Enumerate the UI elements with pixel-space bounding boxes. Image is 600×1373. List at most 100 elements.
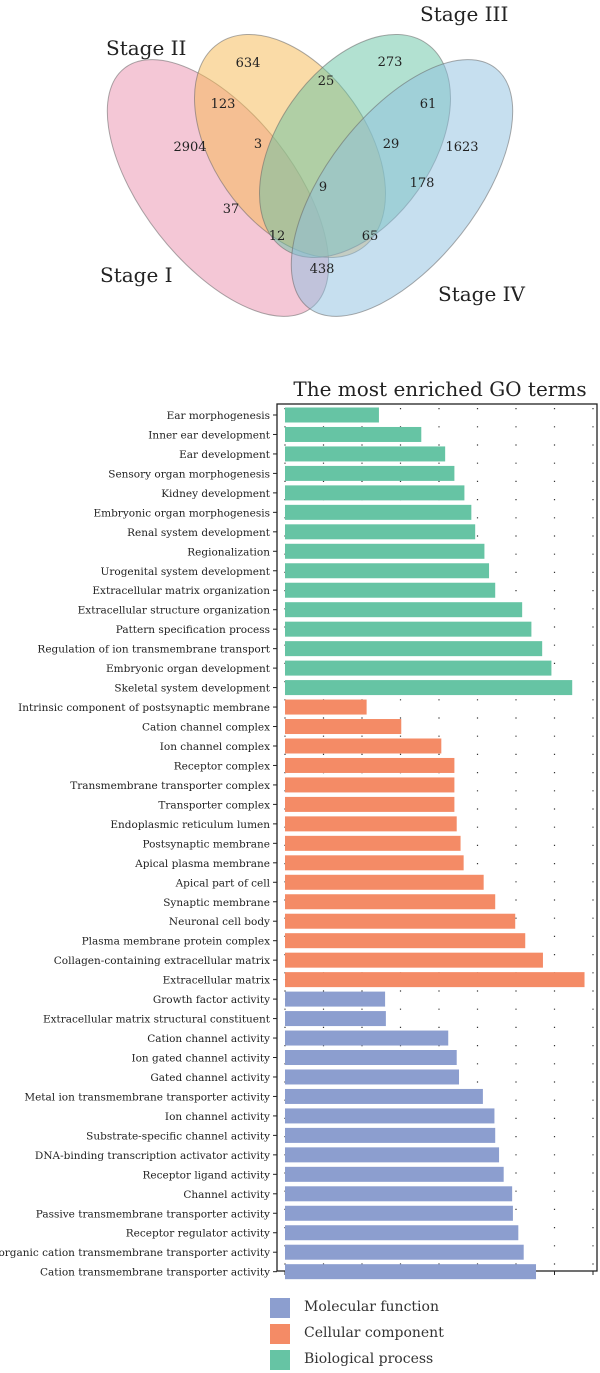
bar bbox=[285, 913, 516, 929]
legend-swatch-biological-process bbox=[270, 1350, 290, 1370]
venn-region-count: 178 bbox=[410, 176, 435, 191]
bar-term-label: Ion channel complex bbox=[160, 741, 270, 753]
venn-region-count: 3 bbox=[254, 137, 262, 152]
venn-region-count: 37 bbox=[223, 202, 240, 217]
venn-region-count: 123 bbox=[211, 97, 236, 112]
venn-region-count: 65 bbox=[362, 229, 379, 244]
bar-term-label: Collagen-containing extracellular matrix bbox=[54, 955, 270, 967]
bar-term-label: Endoplasmic reticulum lumen bbox=[110, 819, 270, 831]
bar bbox=[285, 835, 461, 851]
venn-region-count: 9 bbox=[319, 180, 327, 195]
bar bbox=[285, 641, 543, 657]
bar bbox=[285, 504, 472, 520]
bar-term-label: Neuronal cell body bbox=[169, 916, 270, 928]
bar bbox=[285, 952, 543, 968]
bar bbox=[285, 1088, 483, 1104]
bar bbox=[285, 543, 485, 559]
bar-term-label: Gated channel activity bbox=[150, 1072, 270, 1084]
bar-term-label: Sensory organ morphogenesis bbox=[108, 468, 270, 480]
bar bbox=[285, 465, 455, 481]
bar bbox=[285, 796, 455, 812]
bar bbox=[285, 1225, 519, 1241]
bar bbox=[285, 777, 455, 793]
bar bbox=[285, 816, 457, 832]
bar-term-label: Kidney development bbox=[161, 488, 271, 500]
bar-term-label: Postsynaptic membrane bbox=[142, 838, 270, 850]
chart-title: The most enriched GO terms bbox=[293, 377, 586, 401]
legend-swatch-molecular-function bbox=[270, 1298, 290, 1318]
bar bbox=[285, 660, 552, 676]
bar bbox=[285, 1127, 496, 1143]
bar-term-label: DNA-binding transcription activator acti… bbox=[35, 1150, 270, 1162]
venn-region-count: 1623 bbox=[445, 140, 478, 155]
bar-term-label: Plasma membrane protein complex bbox=[82, 936, 270, 948]
bar bbox=[285, 1030, 449, 1046]
bar-term-label: Extracellular matrix organization bbox=[92, 585, 270, 597]
bar-term-label: Inner ear development bbox=[148, 429, 270, 441]
bar-term-label: Regionalization bbox=[187, 546, 270, 558]
bar bbox=[285, 582, 496, 598]
bar-term-label: Pattern specification process bbox=[116, 624, 270, 636]
bar bbox=[285, 426, 422, 442]
venn-set-label-2: Stage II bbox=[106, 36, 186, 60]
bar-term-label: Metal ion transmembrane transporter acti… bbox=[24, 1091, 270, 1103]
bar bbox=[285, 524, 476, 540]
bar bbox=[285, 894, 496, 910]
venn-region-count: 634 bbox=[236, 56, 261, 71]
bar-term-label: Transmembrane transporter complex bbox=[70, 780, 270, 792]
venn-set-label-3: Stage III bbox=[420, 2, 508, 26]
bar bbox=[285, 991, 386, 1007]
bar-term-label: Ion gated channel activity bbox=[131, 1053, 270, 1065]
bar bbox=[285, 1186, 513, 1202]
legend-swatch-cellular-component bbox=[270, 1324, 290, 1344]
bar bbox=[285, 485, 465, 501]
venn-set-label-4: Stage IV bbox=[438, 282, 526, 306]
bar-term-label: Embryonic organ development bbox=[106, 663, 271, 675]
bar bbox=[285, 1264, 537, 1280]
bar bbox=[285, 407, 379, 423]
bar-term-label: Skeletal system development bbox=[114, 683, 270, 695]
bar bbox=[285, 757, 455, 773]
bar-term-label: Apical part of cell bbox=[175, 877, 271, 889]
venn-region-count: 2904 bbox=[173, 140, 206, 155]
bar bbox=[285, 719, 402, 735]
bar-term-label: Ear development bbox=[179, 449, 271, 461]
bar-term-label: Urogenital system development bbox=[101, 566, 271, 578]
go-terms-bar-chart: The most enriched GO terms Ear morphogene… bbox=[0, 377, 598, 1280]
bar-term-label: Channel activity bbox=[183, 1189, 270, 1201]
bar-term-label: Apical plasma membrane bbox=[134, 858, 270, 870]
bar-term-label: Cation transmembrane transporter activit… bbox=[40, 1267, 270, 1279]
bar bbox=[285, 1069, 460, 1085]
chart-legend: Molecular function Cellular component Bi… bbox=[270, 1290, 590, 1370]
bar-term-label: Extracellular matrix structural constitu… bbox=[43, 1014, 271, 1026]
legend-label-biological-process: Biological process bbox=[304, 1351, 434, 1367]
bar-term-label: Cation channel activity bbox=[147, 1033, 270, 1045]
venn-region-count: 29 bbox=[383, 137, 400, 152]
bar-term-label: Extracellular matrix bbox=[163, 975, 270, 987]
bar-term-label: Passive transmembrane transporter activi… bbox=[36, 1208, 270, 1220]
bar bbox=[285, 446, 446, 462]
bar-term-label: Renal system development bbox=[127, 527, 271, 539]
venn-region-count: 61 bbox=[420, 97, 437, 112]
venn-region-count: 25 bbox=[318, 74, 335, 89]
bar bbox=[285, 1166, 504, 1182]
bar-term-label: Cation channel complex bbox=[142, 722, 270, 734]
bar-term-label: Extracellular structure organization bbox=[78, 605, 271, 617]
bar bbox=[285, 1011, 386, 1027]
bar-term-label: Growth factor activity bbox=[153, 994, 270, 1006]
bar-term-label: Transporter complex bbox=[158, 799, 270, 811]
bar-term-label: Synaptic membrane bbox=[163, 897, 270, 909]
bar bbox=[285, 1147, 500, 1163]
bar-term-label: Inorganic cation transmembrane transport… bbox=[0, 1247, 270, 1259]
bar-term-label: Embryonic organ morphogenesis bbox=[93, 507, 270, 519]
bar-term-label: Ion channel activity bbox=[165, 1111, 270, 1123]
bar-term-label: Receptor complex bbox=[174, 760, 270, 772]
bar bbox=[285, 855, 464, 871]
bar bbox=[285, 602, 523, 618]
bar-term-label: Receptor ligand activity bbox=[142, 1169, 270, 1181]
bar bbox=[285, 1244, 524, 1260]
bar bbox=[285, 1108, 495, 1124]
venn-region-count: 273 bbox=[378, 55, 403, 70]
bar bbox=[285, 874, 484, 890]
bar bbox=[285, 933, 526, 949]
